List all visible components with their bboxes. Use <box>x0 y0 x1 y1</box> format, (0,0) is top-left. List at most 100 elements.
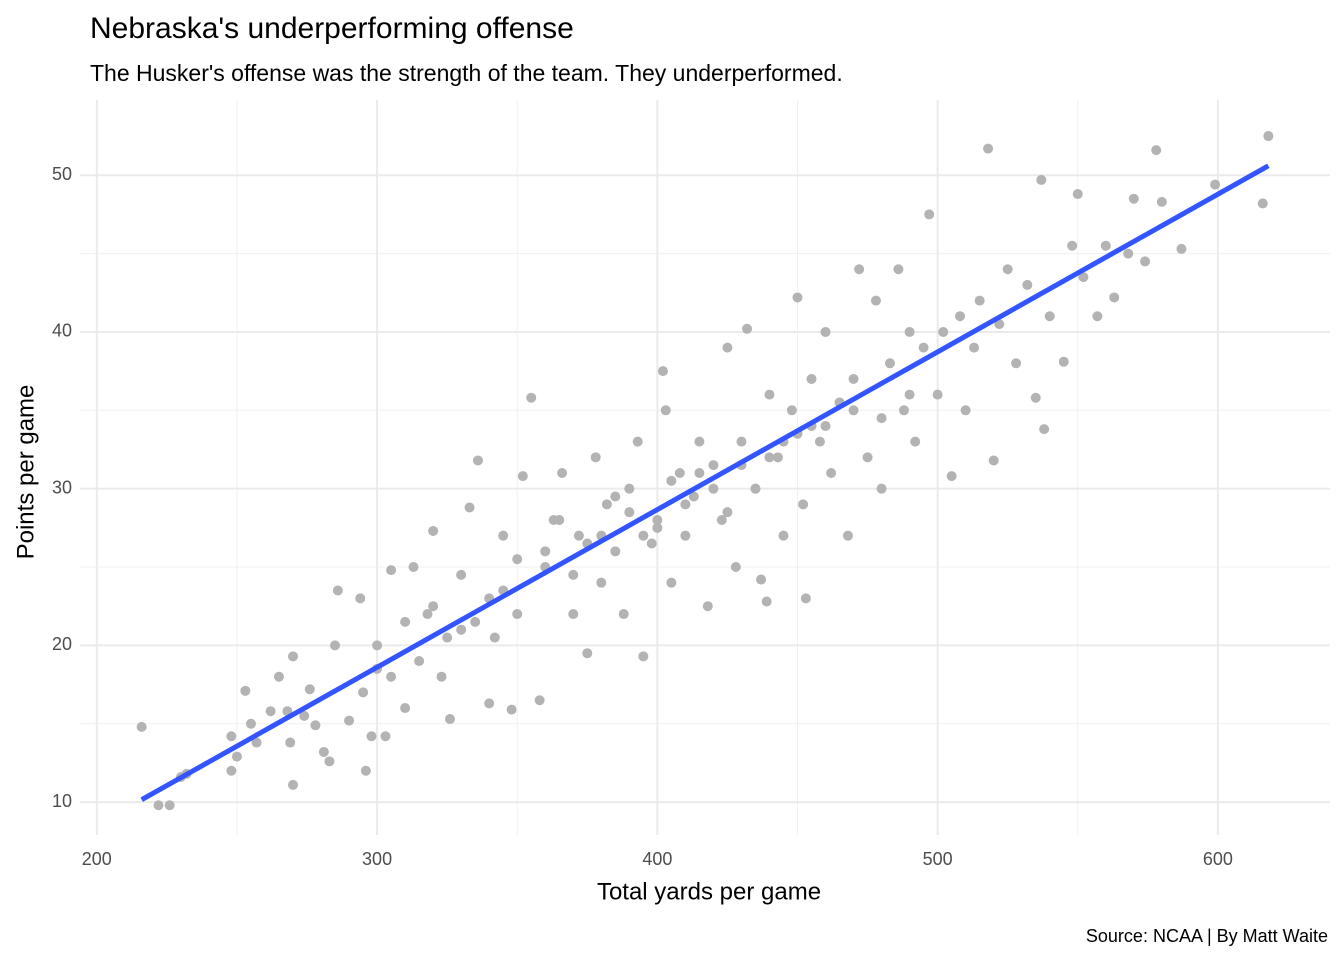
point <box>601 499 612 510</box>
point <box>444 714 455 725</box>
point <box>772 452 783 463</box>
point <box>876 413 887 424</box>
point <box>1058 356 1069 367</box>
point <box>666 475 677 486</box>
point <box>983 143 994 154</box>
point <box>955 311 966 322</box>
point <box>442 632 453 643</box>
point <box>652 515 663 525</box>
point <box>400 616 411 627</box>
point <box>960 405 971 416</box>
point <box>842 530 853 541</box>
point <box>1044 311 1055 322</box>
y-tick-label: 20 <box>52 634 72 654</box>
point <box>778 530 789 541</box>
point <box>318 746 329 757</box>
point <box>240 685 251 696</box>
point <box>265 706 276 717</box>
point <box>988 455 999 466</box>
point <box>1263 131 1274 142</box>
point <box>646 538 657 549</box>
point <box>800 593 811 604</box>
point <box>1011 358 1022 369</box>
point <box>862 452 873 463</box>
point <box>904 326 915 337</box>
point <box>688 491 699 502</box>
point <box>898 405 909 416</box>
point <box>624 483 635 494</box>
point <box>136 721 147 732</box>
point <box>422 609 433 620</box>
point <box>470 616 481 627</box>
point <box>360 765 371 776</box>
point <box>1092 311 1103 322</box>
point <box>742 323 753 334</box>
point <box>456 624 467 635</box>
point <box>400 703 411 714</box>
point <box>820 326 831 337</box>
point <box>472 455 483 466</box>
point <box>557 467 568 478</box>
point <box>428 525 439 536</box>
y-tick-label: 10 <box>52 791 72 811</box>
y-tick-label: 50 <box>52 164 72 184</box>
point <box>848 373 859 384</box>
point <box>436 671 447 682</box>
point <box>632 436 643 447</box>
point <box>994 319 1005 330</box>
x-tick-label: 500 <box>923 849 953 869</box>
point <box>344 715 355 726</box>
point <box>694 436 705 447</box>
chart-title: Nebraska's underperforming offense <box>90 12 574 45</box>
point <box>1151 145 1162 156</box>
point <box>764 389 775 400</box>
point <box>285 737 296 748</box>
point <box>610 491 621 502</box>
point <box>708 483 719 494</box>
point <box>1039 424 1050 435</box>
point <box>924 209 935 220</box>
x-tick-label: 300 <box>362 849 392 869</box>
point <box>694 467 705 478</box>
point <box>884 358 895 369</box>
point <box>226 731 237 742</box>
point <box>969 342 980 353</box>
point <box>660 405 671 416</box>
point <box>946 471 957 482</box>
point <box>722 507 733 518</box>
y-axis-title: Points per game <box>12 385 39 560</box>
point <box>876 483 887 494</box>
point <box>506 704 517 715</box>
point <box>380 731 391 742</box>
point <box>304 684 315 695</box>
chart-subtitle: The Husker's offense was the strength of… <box>90 60 843 86</box>
point <box>1022 279 1033 290</box>
point <box>716 515 727 525</box>
point <box>366 731 377 742</box>
caption: Source: NCAA | By Matt Waite <box>1086 926 1328 946</box>
point <box>573 530 584 541</box>
point <box>610 546 621 557</box>
point <box>153 800 164 811</box>
point <box>826 467 837 478</box>
point <box>1036 174 1047 185</box>
point <box>932 389 943 400</box>
point <box>1257 198 1268 209</box>
point <box>164 800 175 811</box>
x-tick-label: 400 <box>642 849 672 869</box>
point <box>288 779 299 790</box>
point <box>288 651 299 662</box>
point <box>1072 189 1083 200</box>
point <box>484 698 495 709</box>
point <box>1002 264 1013 275</box>
point <box>974 295 985 306</box>
point <box>324 756 335 767</box>
point <box>680 499 691 510</box>
point <box>938 326 949 337</box>
point <box>702 601 713 612</box>
point <box>722 342 733 353</box>
point <box>638 651 649 662</box>
point <box>750 483 761 494</box>
point <box>1078 272 1089 283</box>
point <box>798 499 809 510</box>
